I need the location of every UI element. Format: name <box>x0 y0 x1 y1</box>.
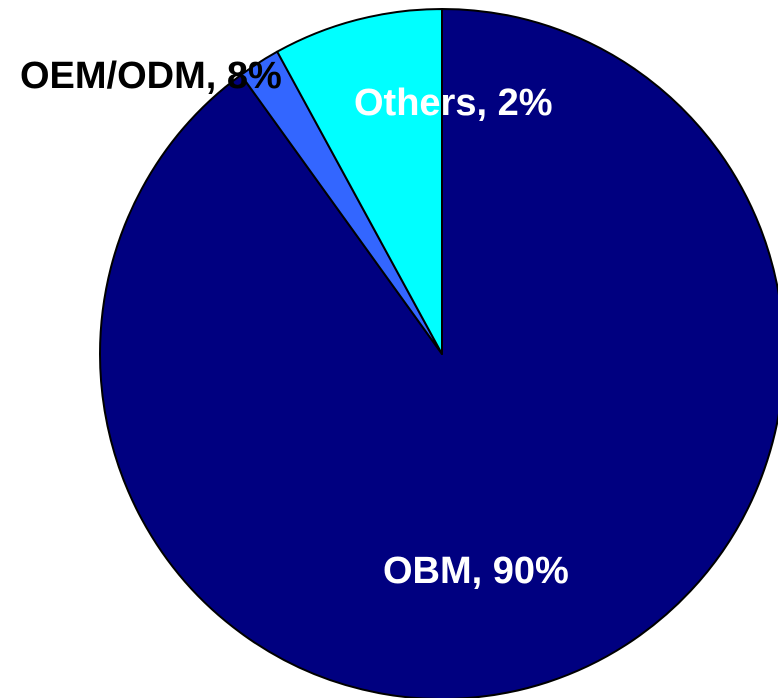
label-others: Others, 2% <box>354 82 553 124</box>
pie-slice-oem-odm <box>276 8 443 355</box>
pie-slice-obm <box>99 8 778 698</box>
pie-slices <box>99 8 778 698</box>
label-obm: OBM, 90% <box>383 550 569 592</box>
pie-labels: OBM, 90% Others, 2% OEM/ODM, 8% <box>20 55 569 592</box>
label-oem-odm: OEM/ODM, 8% <box>20 55 282 97</box>
